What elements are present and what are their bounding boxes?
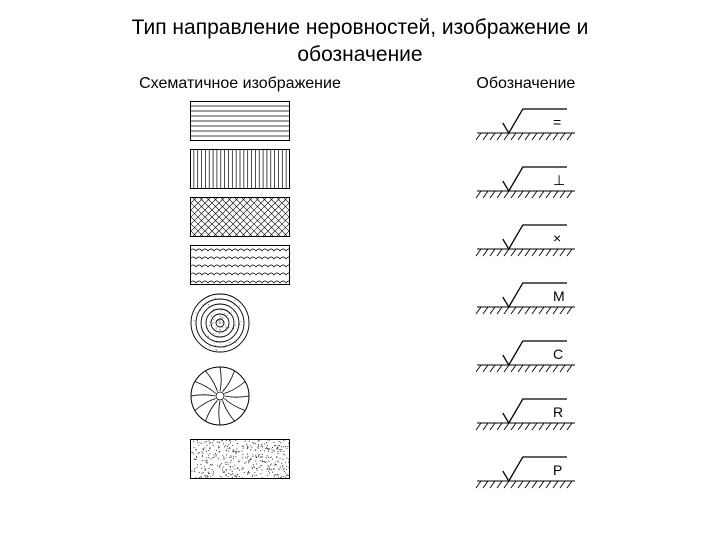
swatch-list <box>190 101 290 487</box>
page-title: Тип направление неровностей, изображение… <box>0 0 720 69</box>
content-columns: Схематичное изображение Обозначение = ⊥ × M… <box>0 75 720 507</box>
svg-text:×: × <box>553 230 561 246</box>
texture-swatch <box>190 101 290 141</box>
texture-swatch <box>190 245 290 285</box>
texture-swatch <box>190 293 290 358</box>
right-column-header: Обозначение <box>476 75 575 93</box>
roughness-symbol: C <box>471 333 581 380</box>
texture-swatch <box>190 197 290 237</box>
roughness-symbol: ⊥ <box>471 159 581 206</box>
roughness-symbol: M <box>471 275 581 322</box>
roughness-symbol: R <box>471 391 581 438</box>
svg-text:R: R <box>553 404 563 420</box>
title-line-1: Тип направление неровностей, изображение… <box>132 16 589 39</box>
roughness-symbol: × <box>471 217 581 264</box>
svg-text:P: P <box>553 462 562 478</box>
column-symbol: Обозначение = ⊥ × M C R P <box>471 75 581 507</box>
symbol-list: = ⊥ × M C R P <box>471 101 581 507</box>
title-line-2: обозначение <box>297 43 422 66</box>
texture-swatch <box>190 439 290 479</box>
texture-swatch <box>190 149 290 189</box>
roughness-symbol: = <box>471 101 581 148</box>
column-schematic: Схематичное изображение <box>139 75 341 507</box>
left-column-header: Схематичное изображение <box>139 75 341 93</box>
texture-swatch <box>190 366 290 431</box>
svg-text:⊥: ⊥ <box>553 172 565 188</box>
svg-text:=: = <box>553 114 561 130</box>
svg-text:M: M <box>553 288 565 304</box>
roughness-symbol: P <box>471 449 581 496</box>
svg-text:C: C <box>553 346 563 362</box>
